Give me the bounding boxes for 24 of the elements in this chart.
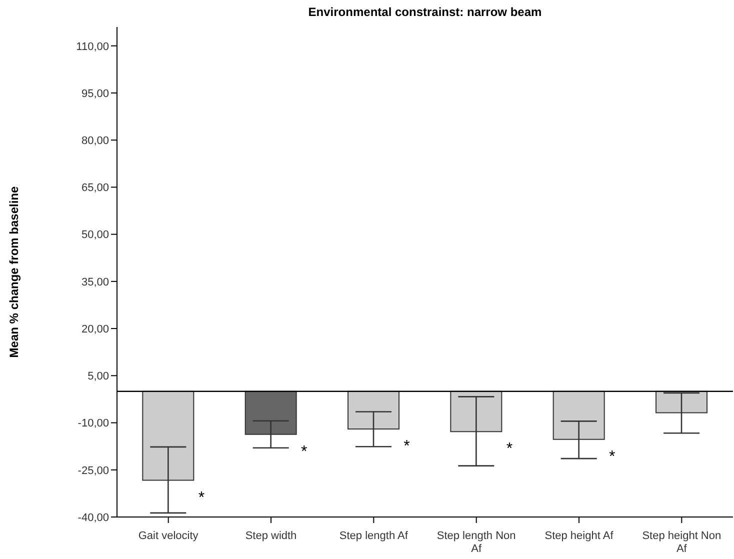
y-tick-label: 20,00 (81, 323, 109, 336)
y-tick-label: -25,00 (78, 464, 109, 477)
x-tick-label: Gait velocity (138, 530, 199, 542)
y-tick-label: 80,00 (81, 134, 109, 147)
annotation: * (506, 440, 513, 458)
y-axis-title: Mean % change from baseline (7, 186, 21, 358)
annotation: * (609, 448, 616, 466)
y-tick-label: 95,00 (81, 88, 109, 100)
annotation: * (301, 443, 308, 460)
y-tick-label: 110,00 (76, 40, 109, 53)
y-tick-label: 50,00 (81, 229, 109, 242)
x-tick-label: Step width (245, 530, 297, 542)
x-tick-label: Step height Af (544, 530, 614, 542)
annotation: * (198, 489, 205, 506)
y-tick-label: 35,00 (81, 276, 109, 288)
x-tick-label: Step length Non Af (436, 530, 516, 555)
chart-title: Environmental constrainst: narrow beam (307, 5, 543, 19)
y-tick-label: -10,00 (78, 418, 109, 430)
x-tick-label: Step height Non Af (642, 530, 722, 555)
y-tick-label: 5,00 (88, 370, 109, 383)
y-tick-label: 65,00 (81, 182, 109, 194)
x-tick-label: Step length Af (339, 530, 409, 542)
y-tick-label: -40,00 (78, 512, 109, 524)
annotation: * (404, 438, 410, 456)
